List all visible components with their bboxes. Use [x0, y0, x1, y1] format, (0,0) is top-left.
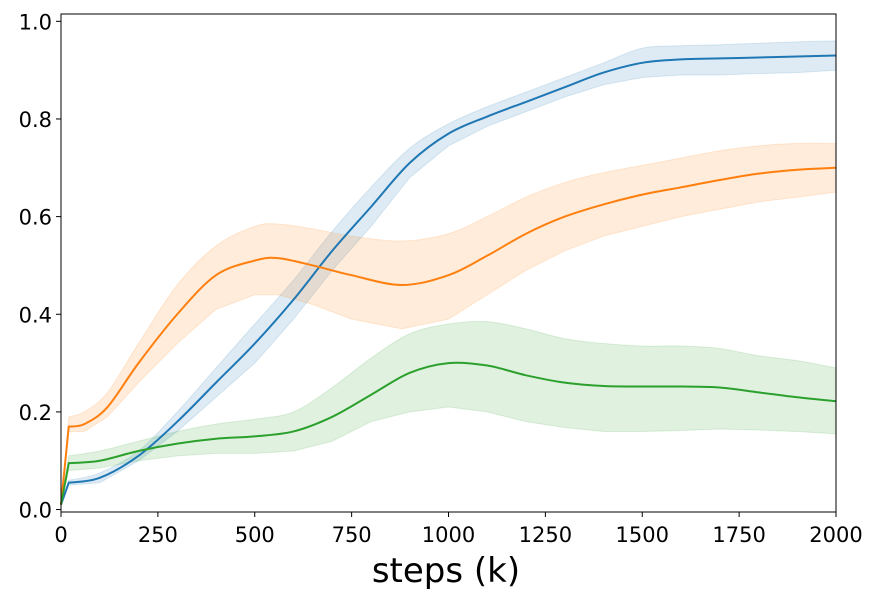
line-green — [60, 361, 837, 505]
y-tick-label: 0.2 — [19, 401, 52, 425]
x-axis: 0 250 500 750 1000 1250 1500 1750 2000 — [54, 512, 863, 547]
x-tick-label: 1000 — [422, 523, 475, 547]
y-axis: 0.0 0.2 0.4 0.6 0.8 1.0 — [19, 10, 61, 523]
x-tick-label: 1250 — [519, 523, 572, 547]
band-orange — [60, 142, 837, 505]
x-tick-label: 1500 — [616, 523, 669, 547]
x-axis-title: steps (k) — [372, 551, 520, 591]
x-tick-label: 500 — [235, 523, 275, 547]
confidence-bands — [60, 40, 837, 505]
line-blue — [60, 54, 837, 506]
y-tick-label: 0.4 — [19, 303, 52, 327]
series-lines — [60, 54, 837, 506]
y-tick-label: 1.0 — [19, 10, 52, 34]
band-green — [60, 320, 837, 505]
y-tick-label: 0.0 — [19, 499, 52, 523]
x-tick-label: 2000 — [809, 523, 862, 547]
x-tick-label: 250 — [138, 523, 178, 547]
x-tick-label: 1750 — [712, 523, 765, 547]
x-tick-label: 0 — [54, 523, 67, 547]
y-tick-label: 0.6 — [19, 206, 52, 230]
y-tick-label: 0.8 — [19, 108, 52, 132]
line-orange — [60, 166, 837, 505]
x-tick-label: 750 — [332, 523, 372, 547]
